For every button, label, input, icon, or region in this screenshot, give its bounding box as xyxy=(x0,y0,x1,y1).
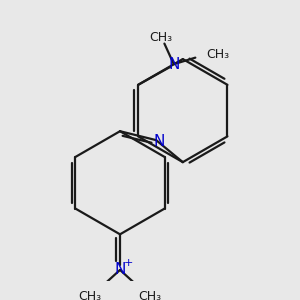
Text: CH₃: CH₃ xyxy=(207,48,230,61)
Text: N: N xyxy=(168,57,179,72)
Text: CH₃: CH₃ xyxy=(138,290,162,300)
Text: CH₃: CH₃ xyxy=(149,32,172,44)
Text: N: N xyxy=(153,134,165,149)
Text: +: + xyxy=(124,258,133,268)
Text: N: N xyxy=(114,262,126,278)
Text: CH₃: CH₃ xyxy=(79,290,102,300)
